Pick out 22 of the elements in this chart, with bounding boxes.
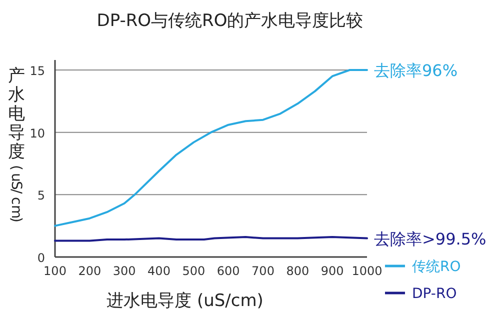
x-axis-title: 进水电导度 (uS/cm) [106,291,264,311]
x-tick-label: 600 [216,264,240,278]
x-tick-label: 800 [286,264,310,278]
annotation: 去除率>99.5% [374,229,486,248]
y-tick-label: 10 [30,126,45,140]
x-tick-label: 1000 [352,264,382,278]
y-tick-label: 15 [30,64,45,78]
y-tick-label: 5 [37,188,45,203]
text: 产水电导度 (uS/cm) [8,66,25,222]
line-series [54,69,368,227]
x-tick-label: 900 [320,264,344,278]
legend-label: DP-RO [412,286,457,302]
annotation: 去除率96% [374,61,458,80]
x-tick-label: 100 [44,264,66,278]
x-tick-label: 200 [78,264,102,278]
x-tick-label: 700 [252,264,274,278]
x-tick-label: 300 [112,264,136,278]
x-tick-label: 500 [182,264,206,278]
chart-title: DP-RO与传统RO的产水电导度比较 [96,11,364,31]
legend-label: 传统RO [412,259,461,275]
y-tick-label: 0 [37,251,45,265]
x-tick-label: 400 [148,264,170,278]
